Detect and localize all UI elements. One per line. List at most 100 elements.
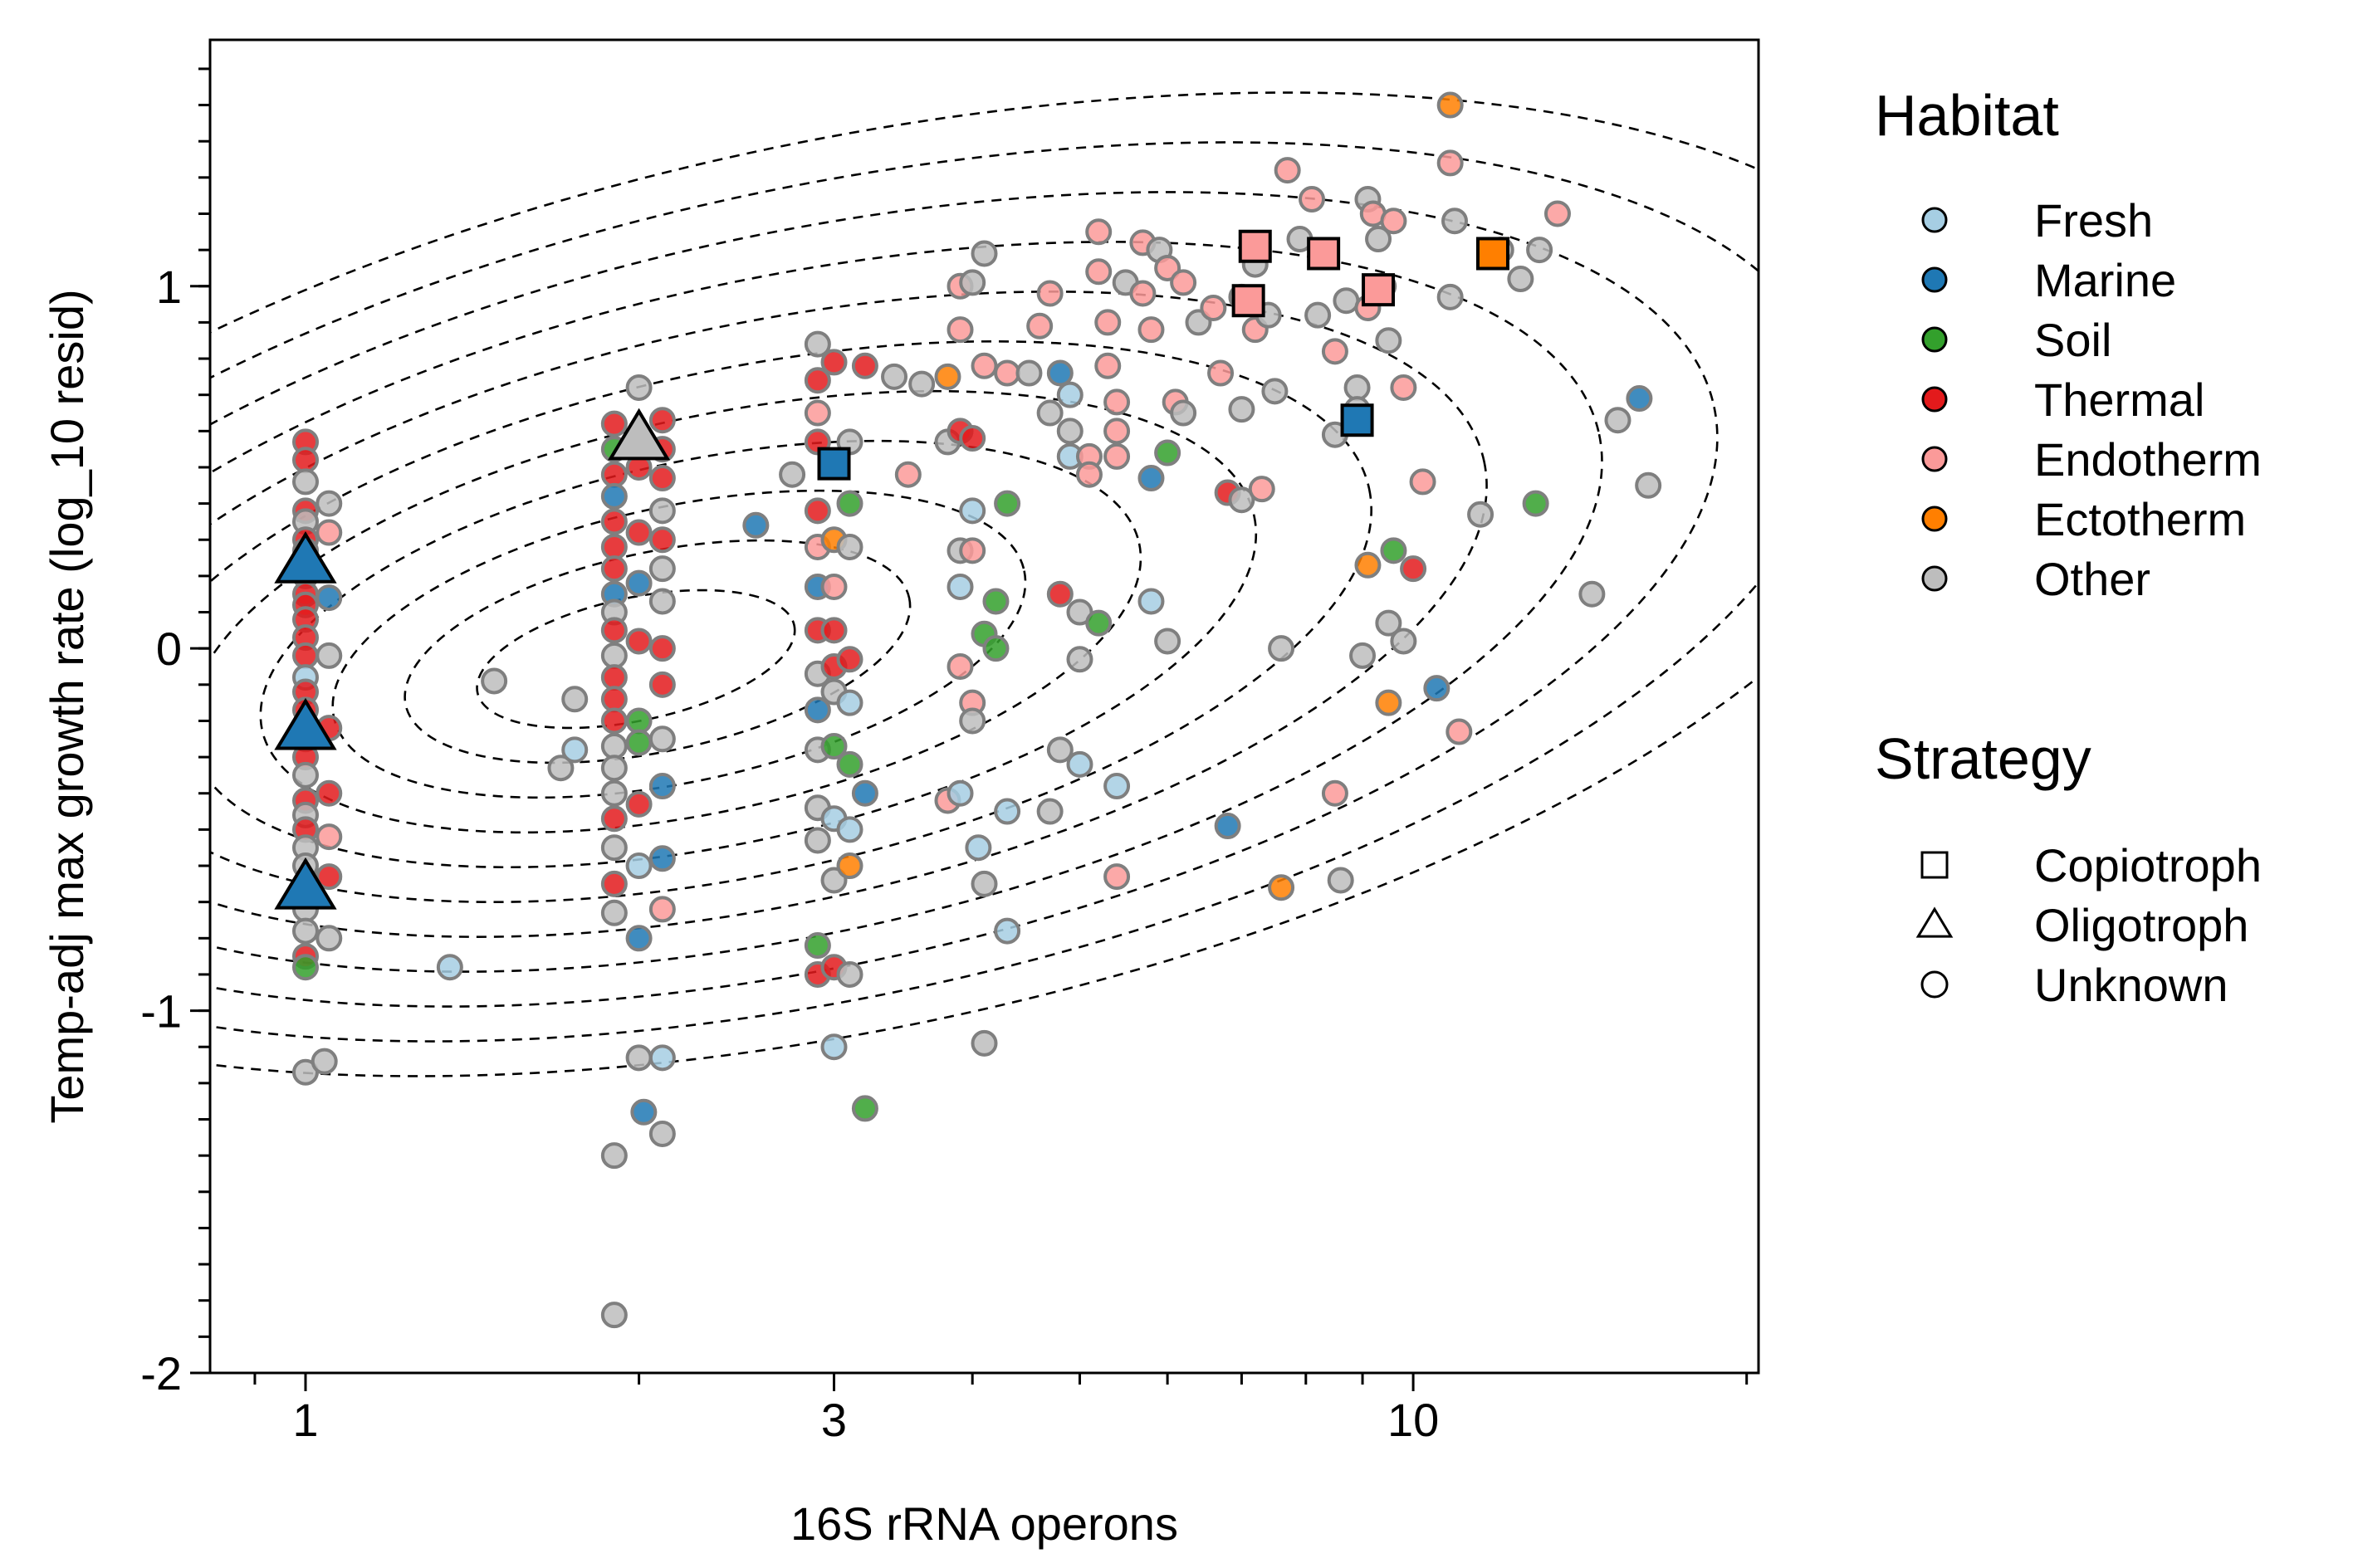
point-endotherm — [1085, 218, 1113, 246]
point-other — [1304, 301, 1332, 329]
point-other — [291, 761, 319, 789]
point-other — [836, 960, 863, 988]
point-thermal — [804, 367, 831, 394]
point-endotherm — [1103, 388, 1131, 416]
point-oligotroph — [274, 857, 337, 910]
point-ectotherm — [1375, 689, 1402, 716]
point-thermal — [625, 628, 653, 655]
point-other — [648, 497, 676, 525]
point-marine — [742, 511, 770, 539]
point-endotherm — [316, 823, 343, 851]
point-thermal — [648, 407, 676, 434]
point-other — [291, 917, 319, 945]
y-tick-label: -1 — [140, 985, 182, 1038]
point-other — [1375, 327, 1402, 354]
point-endotherm — [1380, 208, 1407, 235]
point-copiotroph — [1307, 237, 1341, 271]
point-other — [600, 899, 628, 926]
point-copiotroph — [1238, 229, 1272, 263]
point-soil — [851, 1095, 878, 1122]
point-thermal — [600, 870, 628, 897]
point-marine — [1626, 385, 1653, 413]
point-soil — [1154, 439, 1181, 466]
legend-key-oligotroph — [1915, 906, 1954, 938]
point-endotherm — [971, 352, 998, 379]
point-fresh — [1103, 773, 1131, 800]
point-other — [959, 269, 986, 296]
point-soil — [836, 490, 863, 517]
point-other — [804, 827, 831, 854]
point-thermal — [648, 671, 676, 698]
point-fresh — [994, 917, 1021, 945]
y-tick-label: -2 — [140, 1347, 182, 1399]
point-fresh — [836, 689, 863, 716]
y-axis-label: Temp-adj max growth rate (log_10 resid) — [41, 289, 93, 1123]
point-ectotherm — [1354, 551, 1382, 579]
legend-key-endotherm — [1921, 446, 1948, 472]
point-other — [1507, 266, 1534, 293]
point-other — [1343, 374, 1371, 401]
legend-key-marine — [1921, 266, 1948, 293]
point-endotherm — [1543, 200, 1571, 227]
point-endotherm — [1446, 718, 1473, 745]
point-marine — [804, 696, 831, 724]
point-other — [836, 533, 863, 560]
legend-key-soil — [1921, 326, 1948, 353]
point-soil — [1522, 490, 1549, 517]
point-thermal — [600, 617, 628, 644]
point-thermal — [600, 805, 628, 833]
point-marine — [625, 569, 653, 597]
point-other — [1066, 646, 1093, 673]
point-other — [779, 461, 806, 488]
point-thermal — [820, 617, 848, 644]
point-endotherm — [1274, 157, 1301, 184]
point-other — [971, 1029, 998, 1057]
point-endotherm — [1207, 359, 1235, 387]
point-endotherm — [1170, 269, 1197, 296]
point-endotherm — [1085, 258, 1113, 286]
point-other — [1170, 399, 1197, 427]
legend-label-unknown: Unknown — [2034, 959, 2228, 1011]
legend-key-unknown — [1920, 970, 1949, 999]
legend-label-marine: Marine — [2034, 254, 2176, 306]
point-other — [600, 642, 628, 669]
point-other — [881, 363, 908, 390]
point-marine — [1046, 359, 1074, 387]
y-tick-label: 0 — [156, 623, 182, 675]
point-soil — [625, 729, 653, 756]
point-fresh — [436, 954, 463, 981]
point-fresh — [959, 497, 986, 525]
point-thermal — [600, 664, 628, 691]
legend-strategy: Strategy Copiotroph Oligotroph Unknown — [1875, 726, 2262, 1011]
point-other — [625, 1044, 653, 1072]
legend-key-other — [1921, 565, 1948, 592]
point-thermal — [600, 533, 628, 560]
point-other — [1365, 226, 1392, 253]
x-tick-label: 1 — [292, 1394, 318, 1446]
point-other — [1349, 642, 1377, 669]
contour-line — [259, 439, 1142, 834]
legend-habitat-title: Habitat — [1875, 83, 2059, 148]
point-endotherm — [1075, 461, 1103, 488]
point-endotherm — [1298, 186, 1325, 213]
point-thermal — [600, 707, 628, 735]
point-copiotroph — [1231, 284, 1265, 318]
point-thermal — [804, 497, 831, 525]
point-other — [316, 925, 343, 952]
point-endotherm — [1036, 280, 1064, 307]
point-other — [804, 330, 831, 358]
point-marine — [1423, 675, 1450, 702]
point-endotherm — [1137, 316, 1165, 344]
point-other — [1327, 867, 1354, 894]
point-marine — [1214, 813, 1241, 840]
point-endotherm — [1409, 468, 1436, 496]
point-other — [481, 667, 508, 695]
point-endotherm — [994, 359, 1021, 387]
point-thermal — [836, 646, 863, 673]
contour-line — [210, 241, 1603, 973]
point-thermal — [959, 425, 986, 452]
point-other — [1228, 396, 1255, 423]
point-fresh — [1066, 750, 1093, 778]
point-soil — [1380, 537, 1407, 564]
point-other — [1526, 237, 1553, 264]
